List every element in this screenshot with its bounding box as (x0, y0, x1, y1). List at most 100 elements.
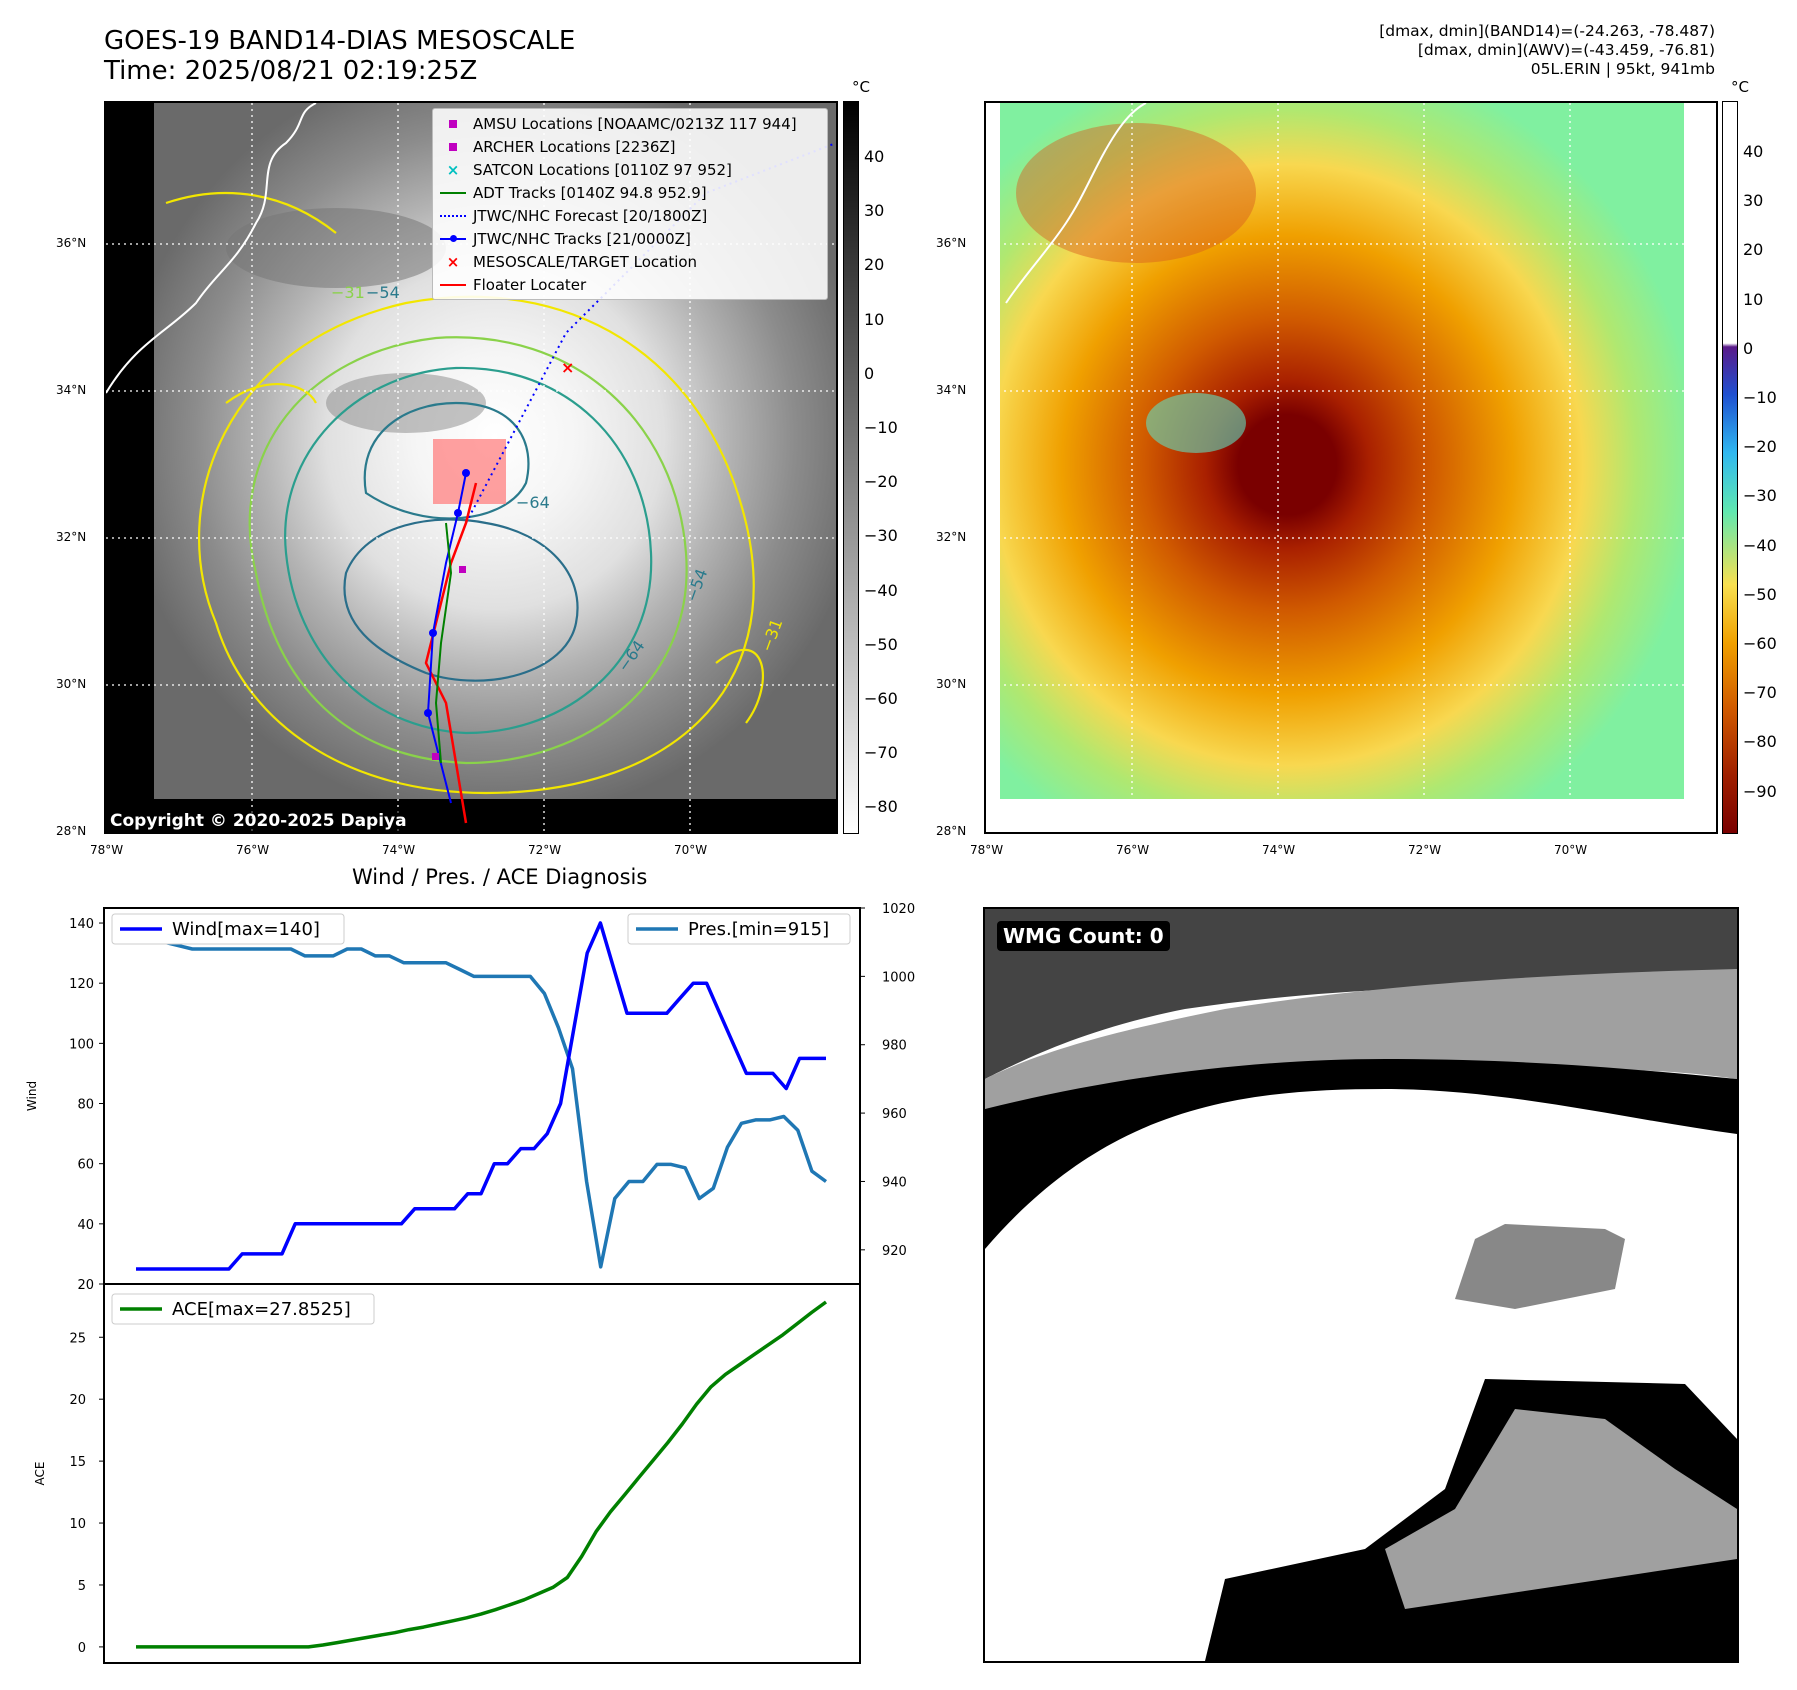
colorbar-tick-label: 0 (864, 363, 875, 383)
svg-text:−64: −64 (516, 493, 550, 512)
coastline (106, 103, 317, 394)
lon-label: 76°W (236, 843, 270, 857)
pres-legend-box (627, 913, 851, 945)
colorbar-tick-label: −40 (1743, 535, 1777, 555)
contours (165, 191, 764, 795)
lat-label: 36°N (936, 236, 967, 250)
legend-symbol (433, 142, 473, 151)
lon-label: 70°W (674, 843, 708, 857)
legend-item: × MESOSCALE/TARGET Location (433, 250, 827, 273)
colorbar-tick-label: −80 (1743, 732, 1777, 752)
lat-label: 32°N (56, 530, 87, 544)
legend-symbol (433, 234, 473, 242)
colorbar-tick-label: 40 (1743, 142, 1764, 161)
colorbar-tick-label: −80 (864, 797, 898, 817)
legend-item: ADT Tracks [0140Z 94.8 952.9] (433, 181, 827, 204)
dry-slot (326, 373, 486, 433)
diagnosis-chart: 2040608010012014092094096098010001020051… (25, 902, 915, 1664)
colorbar-tick-label: −50 (864, 634, 898, 654)
pres-legend-label: Pres.[min=915] (688, 919, 829, 940)
wind-pressure-axes (103, 907, 861, 1285)
svg-text:−31: −31 (331, 283, 365, 302)
band14-colorbar (843, 101, 859, 834)
wind-line (136, 921, 826, 1271)
colorbar-tick-label: 10 (864, 309, 885, 329)
colorbar-tick-label: −30 (1743, 486, 1777, 506)
legend-label: SATCON Locations [0110Z 97 952] (473, 160, 732, 179)
legend-label: AMSU Locations [NOAAMC/0213Z 117 944] (473, 114, 797, 133)
legend-symbol (433, 283, 473, 286)
floater-locater-track (424, 482, 478, 824)
legend-item: ARCHER Locations [2236Z] (433, 135, 827, 158)
pres-tick-label: 920 (882, 1244, 907, 1259)
svg-text:−54: −54 (366, 283, 400, 302)
lon-label: 76°W (1116, 843, 1150, 857)
colorbar-tick-label: −20 (864, 472, 898, 492)
legend-symbol (433, 214, 473, 217)
jtwc-nhc-track (426, 472, 467, 804)
ace-line (136, 1300, 828, 1649)
colorbar-tick-label: −60 (1743, 634, 1777, 653)
info-line-3: 05L.ERIN | 95kt, 941mb (1530, 60, 1715, 78)
ace-axes (103, 1283, 861, 1664)
pres-tick-label: 980 (882, 1039, 907, 1054)
info-line-2: [dmax, dmin](AWV)=(-43.459, -76.81) (1417, 41, 1715, 59)
colorbar-tick-label: −90 (1743, 781, 1777, 801)
jtwc-track-points (424, 469, 470, 717)
legend-label: Floater Locater (473, 275, 587, 294)
target-marker: × (561, 358, 574, 377)
amsu-marker (432, 753, 439, 760)
lat-label: 36°N (56, 236, 87, 250)
lon-label: 72°W (1408, 843, 1442, 857)
wmg-gray-lower (1385, 1409, 1737, 1609)
legend-item: JTWC/NHC Forecast [20/1800Z] (433, 204, 827, 227)
colorbar-tick-label: 40 (864, 147, 885, 166)
pres-tick-label: 1000 (882, 970, 915, 985)
wind-tick-label: 140 (69, 917, 94, 932)
legend-label: ADT Tracks [0140Z 94.8 952.9] (473, 183, 707, 202)
lon-label: 72°W (528, 843, 562, 857)
colorbar-tick-label: −20 (1743, 437, 1777, 457)
ace-tick-label: 0 (78, 1641, 86, 1656)
wmg-gray-patch (1455, 1224, 1625, 1309)
legend-item: AMSU Locations [NOAAMC/0213Z 117 944] (433, 112, 827, 135)
colorbar-tick-label: −40 (864, 580, 898, 600)
legend-label: JTWC/NHC Forecast [20/1800Z] (473, 206, 708, 225)
colorbar-tick-label: 20 (1743, 240, 1764, 260)
colorbar-tick-label: −10 (864, 418, 898, 437)
colorbar-tick-label: −70 (864, 743, 898, 763)
legend-item: × SATCON Locations [0110Z 97 952] (433, 158, 827, 181)
lat-label: 30°N (56, 677, 87, 691)
colorbar-tick-label: 10 (1743, 289, 1764, 309)
wind-legend-label: Wind[max=140] (172, 919, 320, 940)
awv-grid (986, 103, 1716, 832)
colorbar-tick-label: −70 (1743, 683, 1777, 703)
colorbar-tick-label: −10 (1743, 388, 1777, 407)
copyright: Copyright © 2020-2025 Dapiya (106, 810, 411, 832)
lon-label: 78°W (90, 843, 124, 857)
lat-label: 28°N (56, 824, 87, 838)
band14-colorbar-unit: °C (852, 78, 870, 96)
wmg-panel: WMG Count: 0 (983, 907, 1739, 1663)
legend-label: MESOSCALE/TARGET Location (473, 252, 698, 271)
legend-symbol (433, 119, 473, 128)
awv-map-svg (986, 103, 1716, 832)
ace-tick-label: 15 (69, 1455, 86, 1470)
pressure-line (136, 923, 828, 1269)
awv-map-panel (984, 101, 1718, 834)
colorbar-tick-label: −50 (1743, 584, 1777, 604)
ace-tick-label: 10 (69, 1517, 86, 1532)
pres-tick-label: 940 (882, 1175, 907, 1190)
archer-marker (459, 566, 466, 573)
lon-label: 74°W (382, 843, 416, 857)
lat-label: 34°N (56, 383, 87, 397)
lat-label: 34°N (936, 383, 967, 397)
legend-item: JTWC/NHC Tracks [21/0000Z] (433, 227, 827, 250)
band14-colorbar-ticks: 40 30 20 10 0 −10 −20 −30 −40 −50 −60 −70 −80 (864, 101, 924, 834)
colorbar-tick-label: 0 (1743, 338, 1754, 358)
legend-symbol (433, 191, 473, 194)
moist-slot (1146, 393, 1246, 453)
awv-colorbar (1722, 101, 1738, 834)
lon-label: 70°W (1554, 843, 1588, 857)
colorbar-tick-label: −60 (864, 689, 898, 708)
